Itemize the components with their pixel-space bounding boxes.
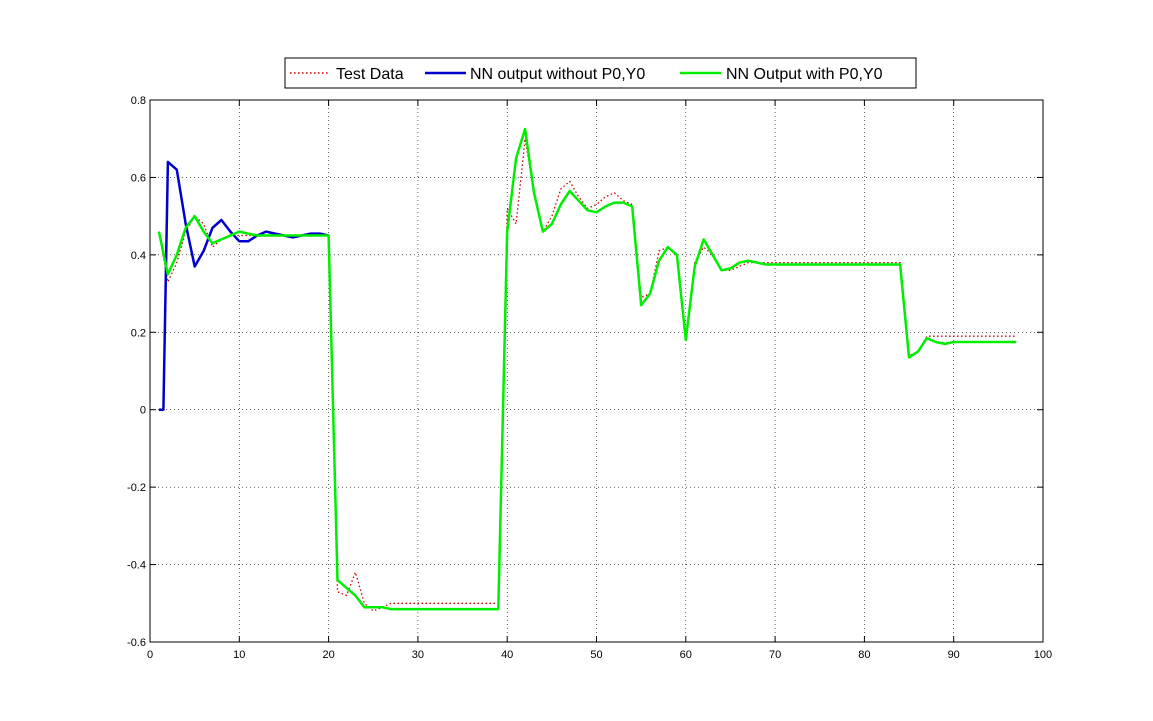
x-tick-label: 80 [858, 649, 870, 661]
y-tick-label: -0.4 [127, 560, 146, 572]
y-tick-label: -0.2 [127, 482, 146, 494]
x-tick-label: 100 [1034, 649, 1052, 661]
x-tick-label: 30 [412, 649, 424, 661]
y-tick-label: 0 [140, 405, 146, 417]
x-tick-label: 20 [322, 649, 334, 661]
series-lines [157, 127, 1017, 612]
x-tick-labels: 0 10 20 30 40 50 60 70 80 90 100 [147, 649, 1052, 661]
x-tick-label: 50 [590, 649, 602, 661]
x-tick-label: 70 [769, 649, 781, 661]
x-tick-label: 0 [147, 649, 153, 661]
tick-marks [149, 99, 1044, 643]
x-tick-label: 90 [948, 649, 960, 661]
x-tick-label: 40 [501, 649, 513, 661]
legend: Test Data NN output without P0,Y0 NN Out… [284, 57, 917, 89]
legend-label-nn-without: NN output without P0,Y0 [470, 66, 645, 83]
series-line-nn-with [157, 127, 1017, 611]
plot-area [150, 100, 1043, 642]
y-tick-label: 0.6 [131, 172, 146, 184]
y-tick-label: 0.4 [131, 250, 146, 262]
x-tick-label: 10 [233, 649, 245, 661]
legend-label-test-data: Test Data [336, 66, 404, 83]
y-tick-label: 0.8 [131, 95, 146, 107]
legend-label-nn-with: NN Output with P0,Y0 [726, 66, 883, 83]
y-tick-label: -0.6 [127, 637, 146, 649]
y-tick-label: 0.2 [131, 327, 146, 339]
legend-box [284, 57, 917, 89]
y-tick-labels: -0.6 -0.4 -0.2 0 0.2 0.4 0.6 0.8 [127, 95, 146, 649]
grid-lines [150, 100, 1043, 642]
x-tick-label: 60 [680, 649, 692, 661]
